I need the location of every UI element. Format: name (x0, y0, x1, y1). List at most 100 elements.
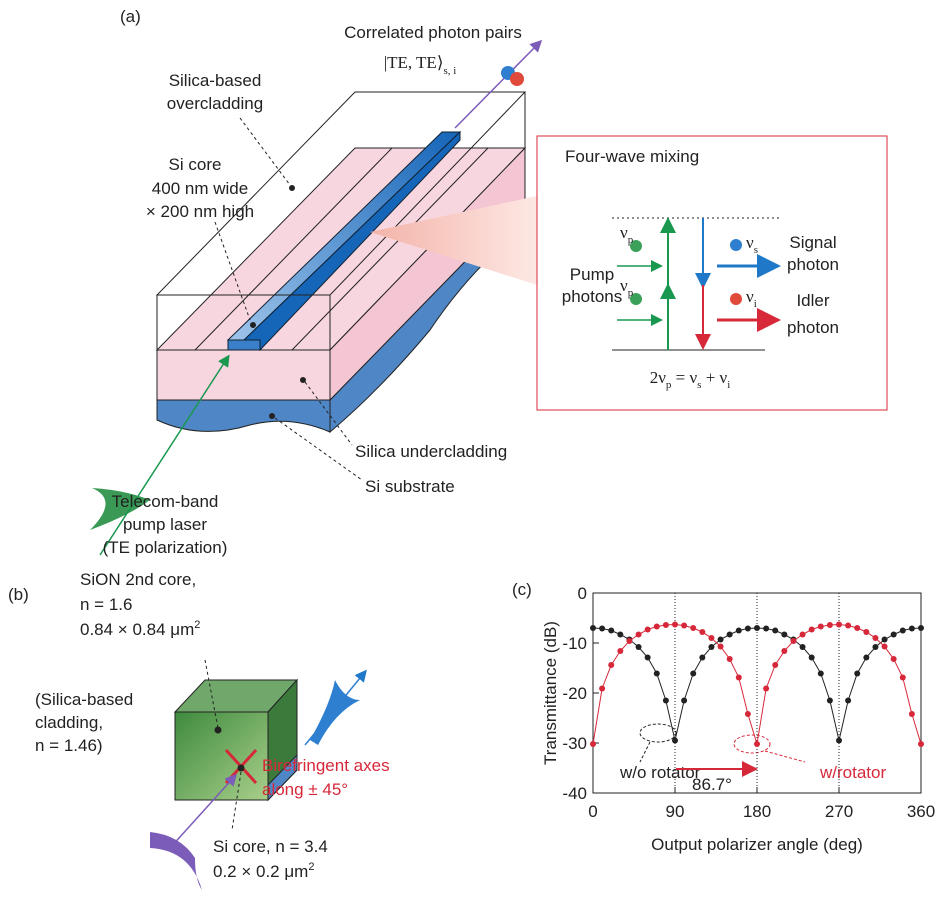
sion-label: SiON 2nd core, (80, 570, 196, 589)
substrate-label: Si substrate (365, 477, 455, 496)
pump-photons: Pump (570, 265, 614, 284)
cladding-label: cladding, (35, 713, 103, 732)
signal-label: Signal (789, 233, 836, 252)
core-label: 400 nm wide (152, 179, 248, 198)
cube-front (175, 712, 268, 800)
data-point (854, 671, 860, 677)
data-point (845, 698, 851, 704)
dot (289, 185, 295, 191)
x-axis-label: Output polarizer angle (deg) (651, 835, 863, 854)
data-point (663, 698, 669, 704)
annotation: w/rotator (819, 763, 886, 782)
pump-label: Telecom-band (112, 492, 219, 511)
data-point (636, 644, 642, 650)
state: |TE, TE⟩ (384, 53, 444, 72)
figure: (a) Correlated photon pairs |TE, TE⟩s, i… (0, 0, 935, 916)
annotation: w/o rotator (619, 763, 701, 782)
data-point (736, 628, 742, 634)
y-tick-label: 0 (578, 584, 587, 603)
data-point (672, 622, 678, 628)
nu-sub: i (754, 298, 757, 310)
data-point (863, 629, 869, 635)
data-point (617, 648, 623, 654)
y-tick-label: -30 (562, 734, 587, 753)
data-point (690, 671, 696, 677)
x-tick-label: 90 (666, 802, 685, 821)
callout (734, 735, 770, 753)
axes-label: Birefringent axes (262, 756, 390, 775)
data-point (690, 625, 696, 631)
overclad-label: Silica-based (169, 71, 262, 90)
data-point (909, 711, 915, 717)
sup: 2 (194, 619, 200, 631)
data-point (790, 638, 796, 644)
panel-c: (c) Output polarizer angle (deg) Transmi… (512, 580, 935, 854)
callout-leader (640, 742, 650, 762)
area: 0.2 × 0.2 μm (213, 862, 308, 881)
data-point (617, 632, 623, 638)
data-point (763, 686, 769, 692)
callout (640, 724, 676, 742)
data-point (918, 741, 924, 747)
data-point (681, 698, 687, 704)
panel-a: (a) Correlated photon pairs |TE, TE⟩s, i… (90, 7, 887, 557)
data-point (882, 637, 888, 643)
dot (300, 377, 306, 383)
area: 0.84 × 0.84 μm (80, 620, 194, 639)
y-tick-label: -40 (562, 784, 587, 803)
output-pulse (310, 680, 360, 745)
underclad-label: Silica undercladding (355, 442, 507, 461)
eq-sub: i (727, 379, 730, 391)
data-point (781, 632, 787, 638)
idler-label: photon (787, 318, 839, 337)
data-point (754, 741, 760, 747)
pump-label: (TE polarization) (103, 538, 228, 557)
eq-part: 2ν (650, 368, 667, 387)
data-point (900, 675, 906, 681)
data-point (854, 625, 860, 631)
data-point (891, 656, 897, 662)
data-point (836, 622, 842, 628)
data-point (708, 635, 714, 641)
core-label: Si core (169, 155, 222, 174)
pump-photons: photons (562, 287, 623, 306)
nu-sub: p (628, 234, 634, 246)
data-point (736, 675, 742, 681)
data-point (772, 628, 778, 634)
axes-label: along ± 45° (262, 780, 348, 799)
data-point (663, 622, 669, 628)
data-point (818, 624, 824, 630)
dot (250, 322, 256, 328)
x-tick-label: 180 (743, 802, 771, 821)
panel-b: (b) SiON 2nd core, n = 1.6 0.84 × 0.84 μ… (8, 570, 390, 890)
overclad-label: overcladding (167, 94, 263, 113)
data-point (918, 625, 924, 631)
y-tick-label: -10 (562, 634, 587, 653)
signal-label: photon (787, 255, 839, 274)
data-point (681, 623, 687, 629)
data-point (626, 638, 632, 644)
data-point (654, 624, 660, 630)
data-point (608, 628, 614, 634)
data-point (636, 632, 642, 638)
data-point (809, 627, 815, 633)
eq-part: + ν (701, 368, 727, 387)
nu-sub: p (628, 287, 634, 299)
data-point (772, 662, 778, 668)
output-arrow (455, 42, 540, 128)
data-point (727, 632, 733, 638)
x-tick-label: 360 (907, 802, 935, 821)
data-point (727, 656, 733, 662)
data-point (827, 622, 833, 628)
state-label: |TE, TE⟩s, i (384, 53, 457, 77)
data-point (763, 626, 769, 632)
sion-area: 0.84 × 0.84 μm2 (80, 619, 200, 639)
photon (730, 293, 742, 305)
y-axis-label: Transmittance (dB) (541, 621, 560, 765)
data-point (718, 637, 724, 643)
data-point (800, 644, 806, 650)
data-point (608, 662, 614, 668)
pump-label: pump laser (123, 515, 207, 534)
data-point (699, 629, 705, 635)
y-tick-label: -20 (562, 684, 587, 703)
